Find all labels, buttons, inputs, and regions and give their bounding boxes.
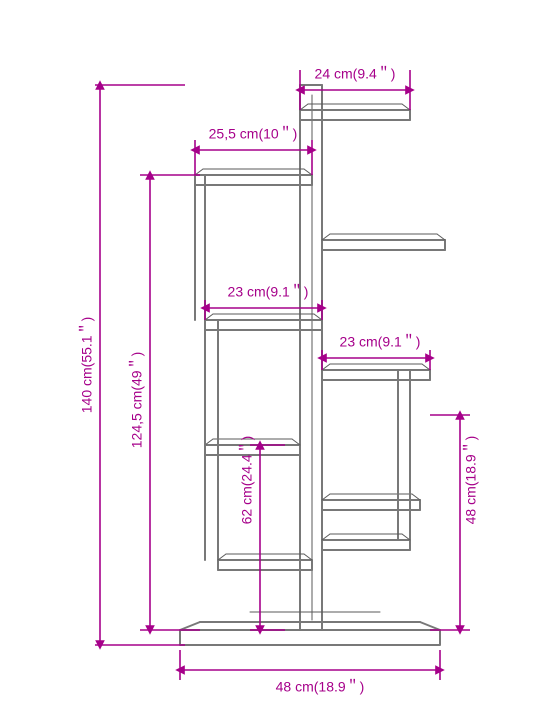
label-inner-height: 124,5 cm(49＂) <box>129 352 145 448</box>
label-total-height: 140 cm(55.1＂) <box>79 317 95 413</box>
label-mid-shelf-2: 23 cm(9.1＂) <box>340 334 421 350</box>
dimension-drawing: 140 cm(55.1＂) 124,5 cm(49＂) 24 cm(9.4＂) 25,… <box>0 0 540 720</box>
label-right-height: 48 cm(18.9＂) <box>463 436 479 525</box>
label-top-shelf: 24 cm(9.4＂) <box>315 66 396 82</box>
label-base-width: 48 cm(18.9＂) <box>276 679 365 695</box>
label-upper-shelf: 25,5 cm(10＂) <box>209 126 298 142</box>
label-lower-height: 62 cm(24.4＂) <box>239 436 255 525</box>
label-mid-shelf-1: 23 cm(9.1＂) <box>228 284 309 300</box>
